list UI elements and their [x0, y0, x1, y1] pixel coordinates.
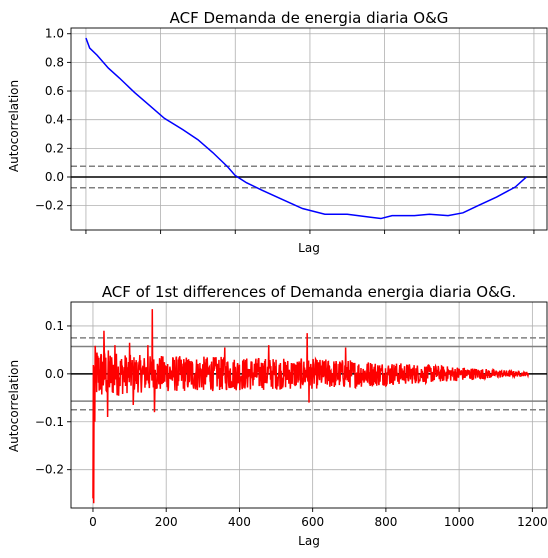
x-tick-label: 1000: [444, 515, 475, 529]
y-tick-label: 0.0: [45, 170, 64, 184]
y-tick-label: 0.8: [45, 55, 64, 69]
acf-differences-panel: ACF of 1st differences of Demanda energi…: [7, 283, 548, 548]
y-tick-label: −0.2: [35, 199, 64, 213]
y-tick-label: 0.4: [45, 113, 64, 127]
y-tick-label: 1.0: [45, 27, 64, 41]
chart-title: ACF of 1st differences of Demanda energi…: [102, 283, 516, 301]
y-tick-label: −0.2: [35, 463, 64, 477]
y-tick-label: 0.2: [45, 141, 64, 155]
y-tick-label: 0.6: [45, 84, 64, 98]
x-tick-label: 1200: [517, 515, 548, 529]
y-axis-label: Autocorrelation: [7, 80, 21, 172]
series-line: [92, 309, 530, 504]
y-axis-label: Autocorrelation: [7, 360, 21, 452]
y-tick-label: 0.0: [45, 367, 64, 381]
x-axis-label: Lag: [298, 241, 320, 255]
x-tick-label: 200: [155, 515, 178, 529]
x-tick-label: 600: [301, 515, 324, 529]
y-tick-label: −0.1: [35, 415, 64, 429]
x-tick-label: 800: [374, 515, 397, 529]
x-axis-label: Lag: [298, 534, 320, 548]
axes-frame: [70, 301, 548, 509]
chart-title: ACF Demanda de energia diaria O&G: [170, 9, 449, 27]
axes-frame: [70, 27, 548, 231]
series-line: [85, 37, 527, 220]
x-tick-label: 400: [228, 515, 251, 529]
y-tick-label: 0.1: [45, 319, 64, 333]
x-tick-label: 0: [89, 515, 97, 529]
acf-panel: ACF Demanda de energia diaria O&G Lag Au…: [7, 9, 548, 255]
